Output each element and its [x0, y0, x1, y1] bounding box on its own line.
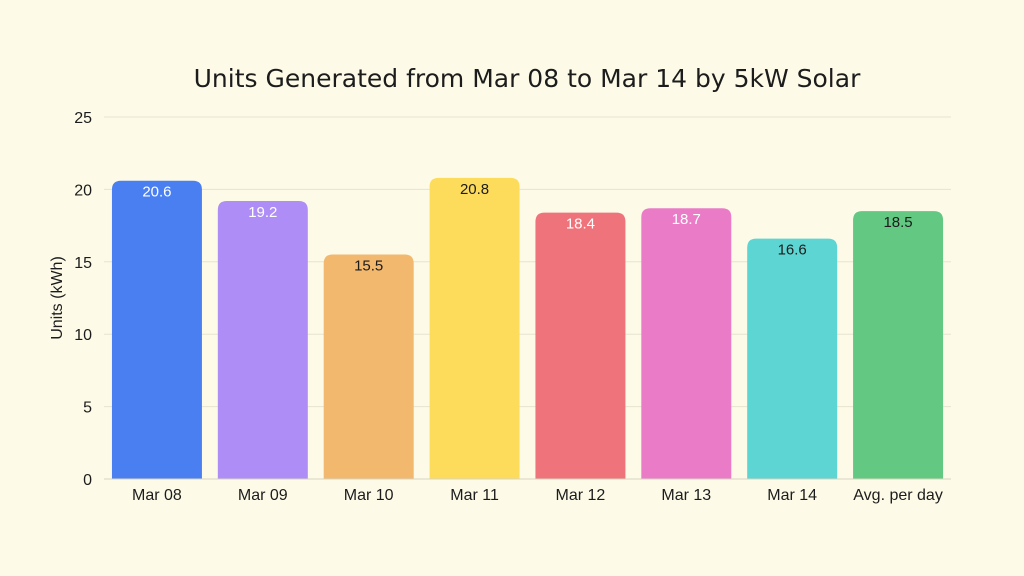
- bar-value-label: 15.5: [354, 258, 383, 275]
- y-tick-label: 0: [83, 472, 92, 489]
- y-tick-label: 10: [74, 327, 92, 344]
- chart-title: Units Generated from Mar 08 to Mar 14 by…: [193, 64, 861, 93]
- x-tick-label: Mar 08: [132, 487, 182, 504]
- y-tick-label: 25: [74, 110, 92, 127]
- bar: [535, 212, 626, 479]
- x-tick-label: Mar 11: [450, 487, 499, 504]
- bar: [641, 208, 732, 479]
- bar-value-label: 16.6: [778, 242, 807, 259]
- bar: [323, 254, 414, 479]
- bar: [217, 200, 308, 479]
- bar-value-label: 18.5: [883, 214, 912, 231]
- x-tick-label: Mar 10: [344, 487, 394, 504]
- y-axis-label: Units (kWh): [49, 256, 66, 340]
- axis-layer: 0 5 10 15 20 25 Units (kWh) Mar 08 Mar 09 Mar 10 M…: [49, 110, 951, 504]
- x-tick-label: Mar 12: [556, 487, 606, 504]
- label-layer: 20.6 19.2 15.5 20.8 18.4 18.7 16.6 18.5: [142, 181, 912, 275]
- bar-value-label: 18.4: [566, 216, 595, 233]
- x-tick-label: Mar 14: [767, 487, 817, 504]
- bar: [747, 238, 838, 479]
- x-tick-label: Mar 13: [661, 487, 711, 504]
- y-tick-label: 15: [74, 255, 92, 272]
- x-tick-label: Avg. per day: [853, 487, 943, 504]
- y-tick-label: 5: [83, 400, 92, 417]
- y-tick-label: 20: [74, 182, 92, 199]
- bar: [429, 177, 520, 480]
- bar-value-label: 19.2: [248, 204, 277, 221]
- bar-layer: [111, 177, 944, 480]
- bar: [853, 211, 944, 479]
- bar-value-label: 20.6: [142, 184, 171, 201]
- bar-value-label: 20.8: [460, 181, 489, 198]
- x-tick-label: Mar 09: [238, 487, 288, 504]
- bar-value-label: 18.7: [672, 211, 701, 228]
- bar: [111, 180, 202, 479]
